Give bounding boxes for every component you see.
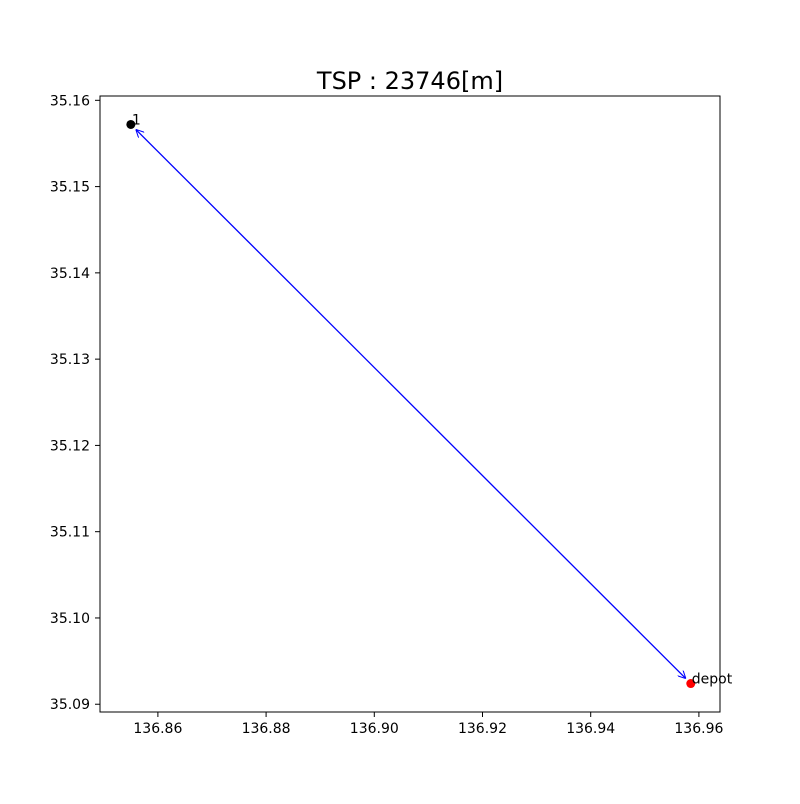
x-tick-label-1: 136.88: [242, 721, 291, 737]
point-label-1: 1: [132, 112, 141, 128]
y-tick-label-1: 35.10: [50, 611, 90, 627]
x-tick-label-0: 136.86: [133, 721, 182, 737]
x-tick-label-4: 136.94: [566, 721, 615, 737]
route-line: [136, 129, 686, 678]
y-tick-label-5: 35.14: [50, 266, 90, 282]
y-tick-label-4: 35.13: [50, 352, 90, 368]
y-tick-label-3: 35.12: [50, 438, 90, 454]
y-tick-label-6: 35.15: [50, 180, 90, 196]
point-label-depot: depot: [692, 672, 733, 688]
point-depot: [686, 679, 696, 689]
x-tick-label-5: 136.96: [674, 721, 723, 737]
y-tick-label-2: 35.11: [50, 525, 90, 541]
plot-area: 136.86 136.88 136.90 136.92 136.94 136.96 35.0…: [50, 93, 733, 737]
y-tick-label-7: 35.16: [50, 93, 90, 109]
x-tick-label-2: 136.90: [350, 721, 399, 737]
y-tick-label-0: 35.09: [50, 697, 90, 713]
axes-frame: [99, 95, 721, 713]
point-1: [126, 119, 136, 129]
x-tick-label-3: 136.92: [458, 721, 507, 737]
chart-title: TSP : 23746[m]: [316, 67, 503, 95]
